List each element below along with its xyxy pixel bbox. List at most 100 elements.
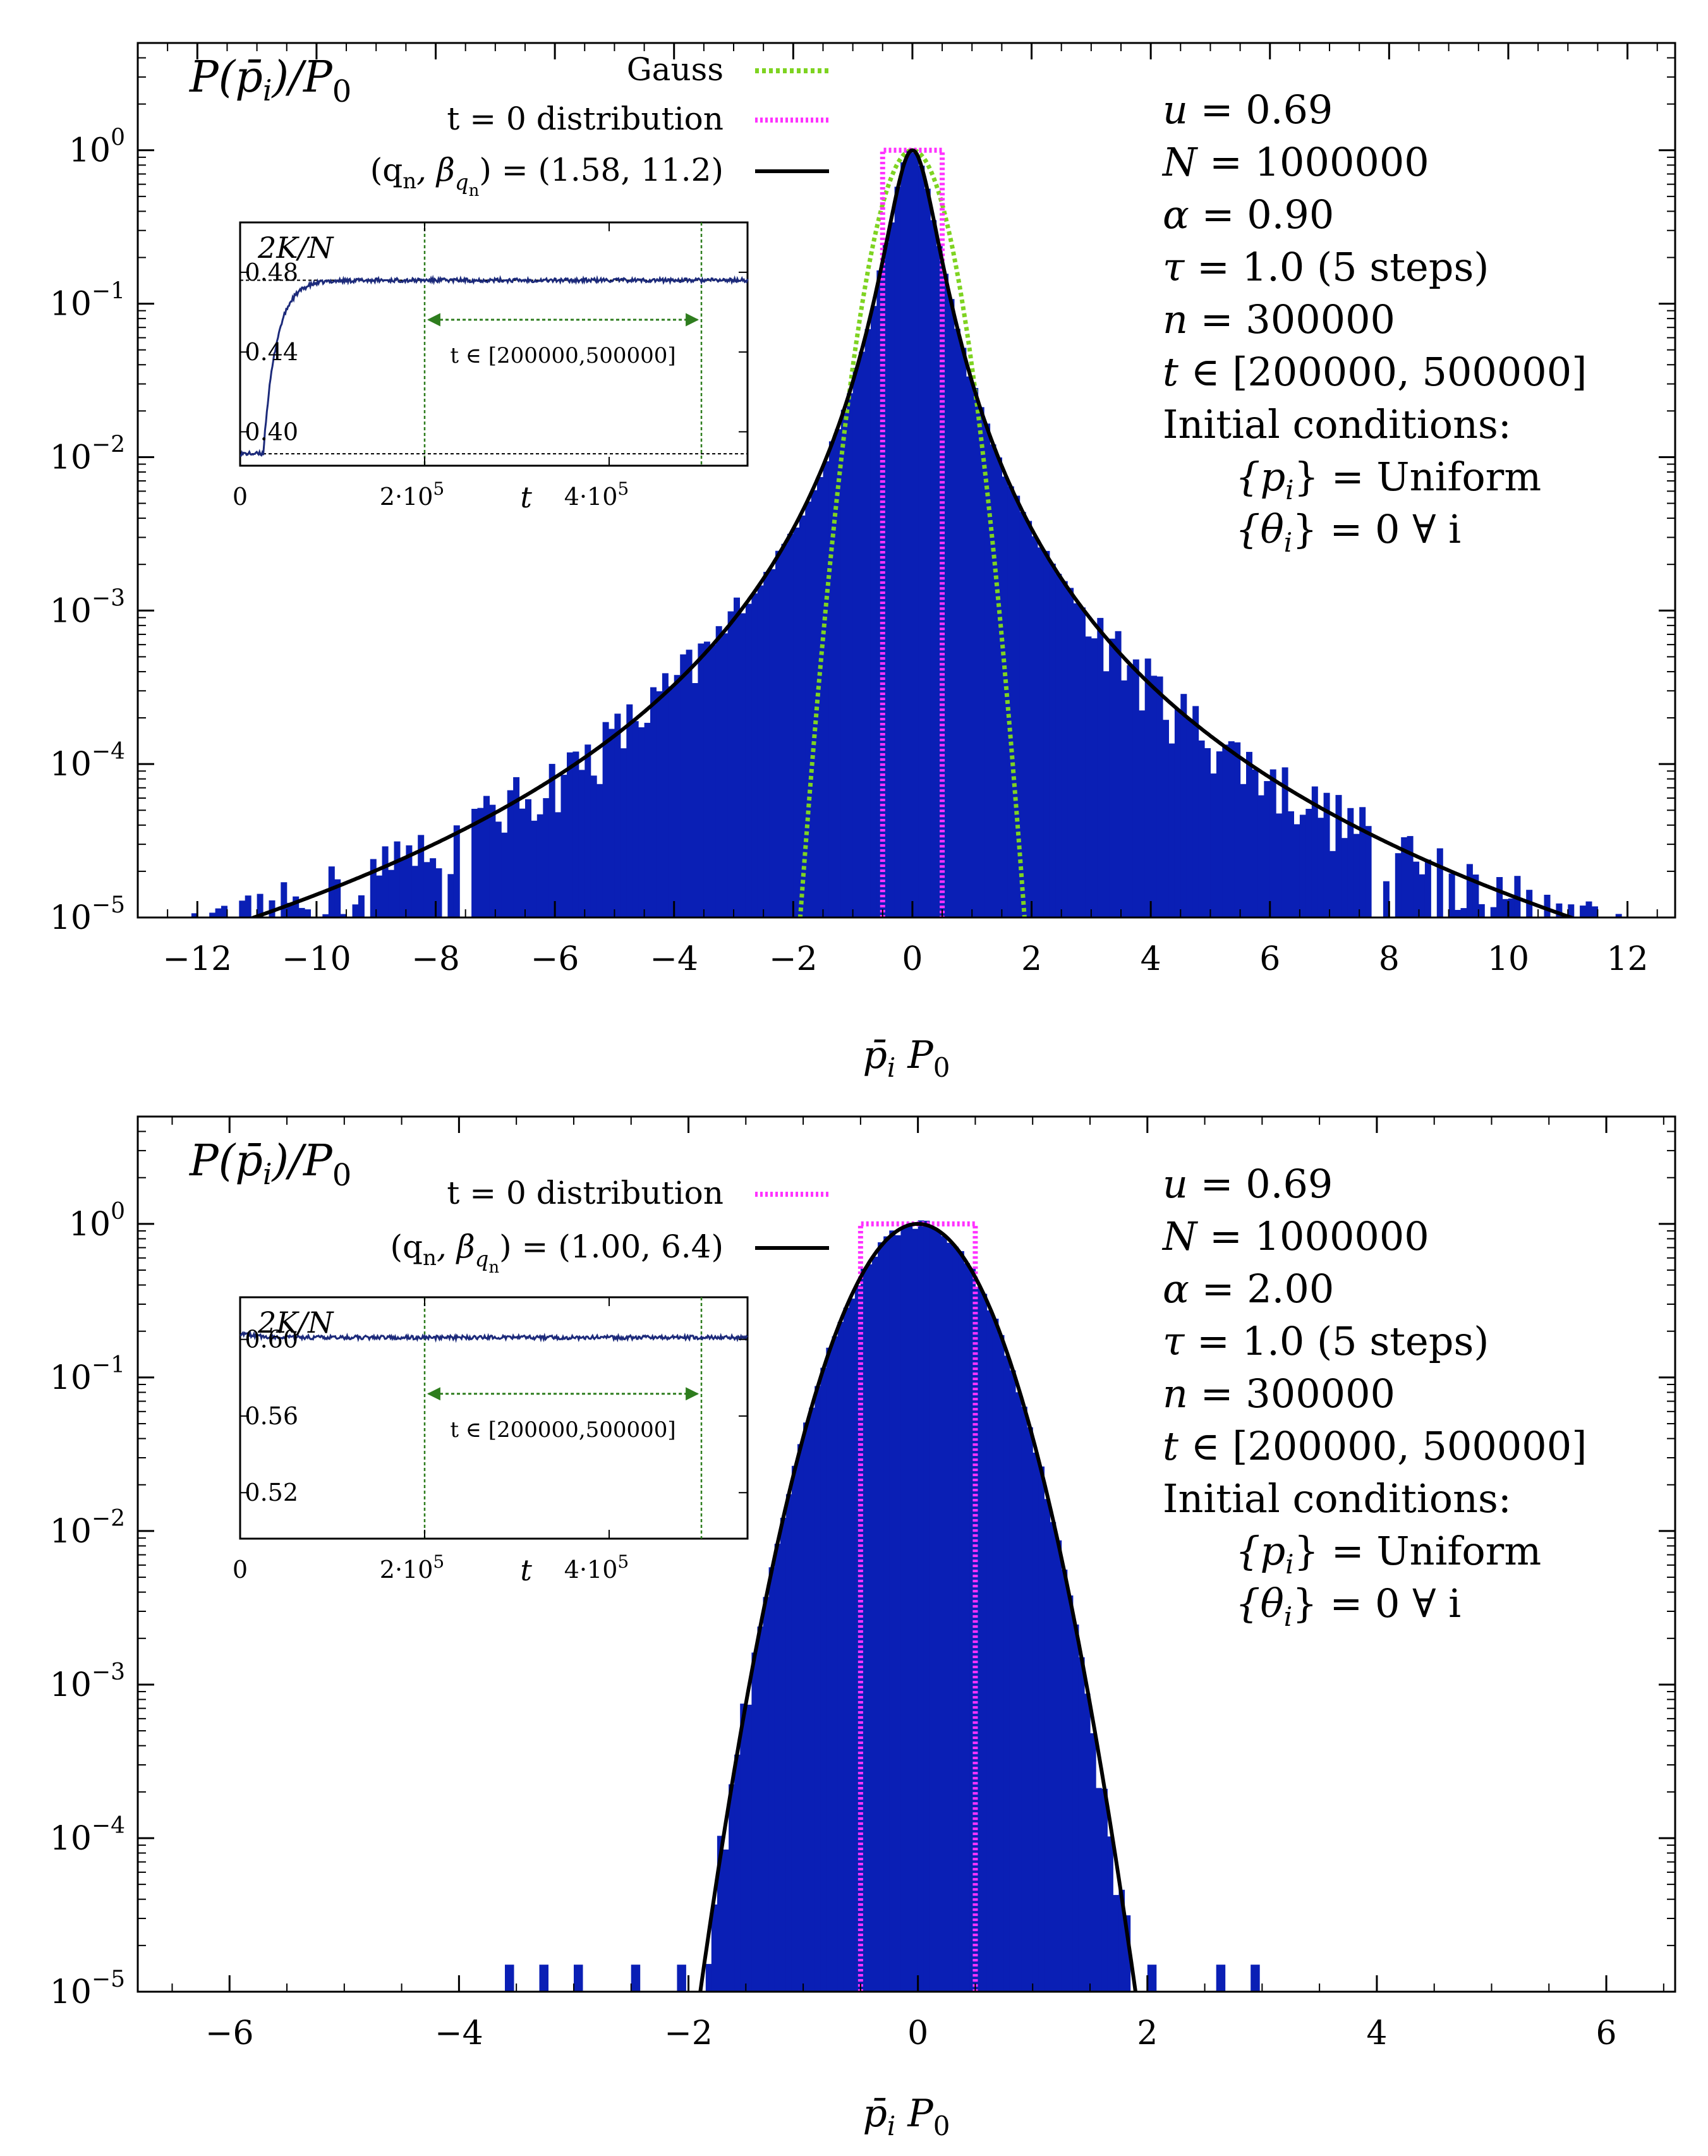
histogram-bar (958, 1251, 964, 1992)
histogram-bar (245, 895, 251, 918)
histogram-bar (376, 875, 383, 918)
parameter-line: n = 300000 (1163, 296, 1395, 342)
histogram-bar (722, 633, 729, 918)
histogram-bar (656, 691, 663, 918)
histogram-bar (809, 1407, 815, 1992)
histogram-bar (1163, 720, 1169, 918)
histogram-bar (860, 1269, 867, 1992)
plot-frame (136, 1115, 1676, 1993)
x-tick-label: −6 (205, 2014, 254, 2052)
histogram-outlier-bar (574, 1965, 583, 1992)
histogram-bar (1015, 1392, 1022, 1992)
inset-x-tick-label: 4·105 (564, 478, 629, 511)
histogram-bar (769, 569, 776, 918)
histogram-bar (894, 186, 901, 918)
histogram-bar (1460, 908, 1467, 918)
y-tick-exponent: −3 (92, 585, 125, 611)
histogram-bar (1038, 547, 1044, 918)
histogram-bar (832, 1336, 839, 1992)
plot-frame (136, 42, 1676, 919)
histogram-bar (723, 1850, 729, 1992)
histogram-bar (823, 461, 830, 918)
legend-label: (qn, βqn) = (1.58, 11.2) (370, 152, 724, 200)
histogram-bar (572, 751, 579, 918)
histogram-bar (1276, 813, 1283, 918)
histogram-bar (1305, 809, 1312, 918)
histogram-bar (399, 857, 406, 918)
parameter-value: ∈ [200000, 500000] (1178, 349, 1587, 395)
histogram-bar (763, 1597, 770, 1992)
histogram-bar (620, 748, 627, 918)
histogram-bar (1085, 636, 1092, 918)
histogram-bar (1109, 638, 1116, 918)
histogram-bar (1359, 807, 1366, 918)
parameter-value: = 1.0 (5 steps) (1184, 1318, 1489, 1364)
y-tick-base: 10 (69, 132, 111, 170)
x-tick-label: −12 (162, 940, 232, 978)
inset: t ∈ [200000,500000] 2K/N0.60 0.56 0.52 0 2·10… (233, 1296, 749, 1587)
y-tick-base: 10 (69, 1206, 111, 1244)
parameter-line: {θi} = 0 ∀ i (1235, 506, 1461, 558)
histogram-bar (972, 388, 979, 918)
histogram-bar (1009, 1370, 1016, 1992)
histogram-bar (757, 585, 764, 918)
histogram-bar (1097, 617, 1104, 918)
histogram-bar (1014, 495, 1021, 918)
histogram-outlier-bar (1147, 1965, 1157, 1992)
histogram-bar (751, 593, 758, 918)
histogram-bar (495, 821, 502, 918)
histogram-bar (1210, 773, 1217, 918)
y-tick-exponent: −1 (92, 279, 125, 305)
histogram-bar (1078, 1657, 1085, 1992)
inset-x-axis-label: t (520, 1553, 532, 1587)
parameter-value: = 1000000 (1197, 1213, 1429, 1259)
histogram-bar (352, 904, 359, 918)
histogram-bar (626, 704, 633, 918)
histogram-bar (847, 393, 854, 918)
histogram-bar (711, 1905, 718, 1992)
histogram-outlier-bar (631, 1965, 641, 1992)
histogram-bar (960, 348, 967, 918)
x-axis-label-tail-sub: 0 (933, 1052, 950, 1083)
histogram-bar (1055, 574, 1062, 918)
inset-range-label: t ∈ [200000,500000] (450, 343, 675, 368)
histogram-bar (1615, 914, 1622, 918)
y-tick-exponent: −4 (92, 739, 125, 765)
histogram-bar (727, 611, 734, 918)
legend-text: (q (391, 1228, 423, 1265)
y-tick-exponent: 0 (111, 125, 125, 151)
histogram-bar (1222, 744, 1229, 918)
histogram-bar (358, 895, 365, 918)
histogram-bar (1311, 786, 1318, 918)
inset-x-tick-text: 0 (233, 483, 248, 511)
parameter-value: = 0.69 (1188, 87, 1333, 133)
inset-x-axis-label: t (520, 480, 532, 514)
histogram-bar (1156, 676, 1163, 918)
histogram-bar (859, 351, 866, 918)
plot-area (191, 147, 1622, 918)
histogram-bar (191, 913, 198, 918)
histogram-bar (854, 1285, 861, 1992)
histogram-bar (703, 641, 710, 918)
inset: t ∈ [200000,500000] 2K/N0.48 0.44 0.40 0 2·10… (233, 221, 749, 514)
parameter-symbol: n (1163, 1371, 1188, 1417)
top-panel: −12 −10 −8 −6 −4 −2 0 2 4 6 8 10 1210010−110−210−310… (50, 42, 1676, 1083)
histogram-bar (632, 721, 639, 918)
x-tick-label: 10 (1487, 940, 1529, 978)
histogram-bar (1003, 1355, 1010, 1992)
x-tick-label: 6 (1259, 940, 1280, 978)
histogram-bar (1091, 638, 1098, 918)
histogram-bar (882, 242, 889, 918)
histogram-bar (1151, 675, 1158, 918)
parameter-line: {pi} = Uniform (1235, 1528, 1541, 1580)
y-tick-exponent: −2 (92, 432, 125, 457)
parameter-sub: i (1284, 527, 1292, 558)
inset-y-tick-label: 0.44 (245, 338, 298, 366)
histogram-bar (729, 1784, 735, 1992)
histogram-bar (471, 809, 478, 918)
histogram-bar (826, 1347, 833, 1992)
x-tick-label: 2 (1137, 2014, 1158, 2052)
histogram-bar (334, 879, 341, 918)
histogram-bar (555, 812, 562, 918)
